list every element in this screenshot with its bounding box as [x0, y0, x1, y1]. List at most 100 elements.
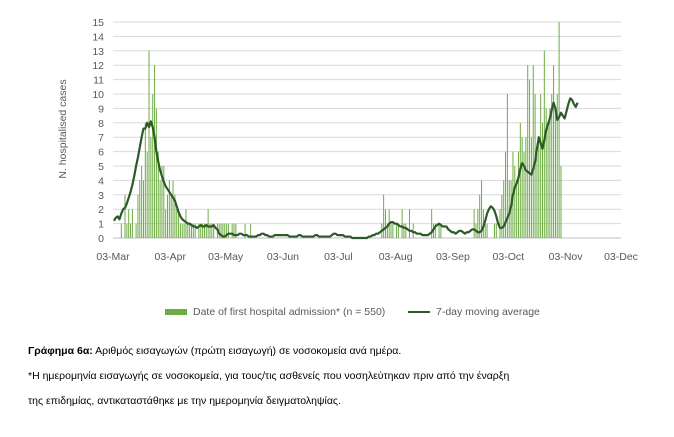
bar	[157, 151, 159, 238]
bar	[131, 209, 133, 238]
bar	[538, 137, 540, 238]
bar	[551, 94, 553, 238]
x-tick-label: 03-Apr	[155, 251, 187, 263]
bar	[155, 108, 157, 239]
bar	[386, 223, 388, 238]
figure-caption: Γράφημα 6α: Αριθμός εισαγωγών (πρώτη εισ…	[28, 344, 658, 358]
y-tick-label: 3	[98, 190, 104, 202]
bar	[226, 223, 228, 238]
bar	[392, 223, 394, 238]
bar	[486, 223, 488, 238]
bar	[250, 223, 252, 238]
bar	[501, 194, 503, 238]
bar	[200, 223, 202, 238]
bar	[189, 223, 191, 238]
bar	[146, 151, 148, 238]
y-tick-label: 6	[98, 147, 104, 159]
bar	[213, 223, 215, 238]
y-tick-label: 15	[92, 17, 104, 29]
bar	[431, 209, 433, 238]
footnote-line-1: *Η ημερομηνία εισαγωγής σε νοσοκομεία, γ…	[28, 370, 510, 382]
bar	[168, 180, 170, 238]
y-tick-label: 8	[98, 118, 104, 130]
bar	[141, 166, 143, 238]
x-tick-label: 03-Sep	[436, 251, 470, 263]
legend-item-moving-average: 7-day moving average	[408, 306, 540, 318]
bar	[506, 94, 508, 238]
bar	[438, 223, 440, 238]
bar	[495, 223, 497, 238]
bar	[516, 180, 518, 238]
x-tick-label: 03-Oct	[493, 251, 525, 263]
bar	[558, 22, 560, 238]
x-axis-ticks: 03-Mar 03-Apr 03-May 03-Jun 03-Jul 03-Aug 03-S…	[96, 251, 638, 263]
bar	[178, 209, 180, 238]
bar	[165, 209, 167, 238]
bar	[176, 209, 178, 238]
y-tick-label: 9	[98, 103, 104, 115]
bar	[384, 209, 386, 238]
bar	[408, 209, 410, 238]
caption-title: Αριθμός εισαγωγών (πρώτη εισαγωγή) σε νο…	[92, 345, 402, 357]
bar	[222, 223, 224, 238]
bar	[545, 108, 547, 239]
y-tick-label: 2	[98, 204, 104, 216]
gridlines	[113, 21, 621, 239]
bar	[224, 223, 226, 238]
bar	[235, 223, 237, 238]
y-tick-label: 11	[93, 75, 104, 87]
bar	[233, 223, 235, 238]
bar	[203, 223, 205, 238]
bar	[493, 223, 495, 238]
bar	[185, 209, 187, 238]
bar	[194, 223, 196, 238]
legend-item-admissions: Date of first hospital admission* (n = 5…	[165, 306, 385, 318]
bar	[135, 223, 137, 238]
bar	[163, 166, 165, 238]
y-tick-label: 10	[92, 89, 104, 101]
bar	[517, 151, 519, 238]
daily-admission-bars	[120, 22, 562, 239]
bar	[412, 223, 414, 238]
bar	[161, 166, 163, 238]
bar	[202, 223, 204, 238]
bar	[383, 194, 385, 238]
legend-swatch-line	[408, 311, 430, 313]
bar	[523, 151, 525, 238]
bar	[126, 223, 128, 238]
bar	[536, 151, 538, 238]
x-tick-label: 03-Mar	[96, 251, 130, 263]
bar	[519, 122, 521, 238]
x-tick-label: 03-Jun	[267, 251, 299, 263]
bar	[553, 65, 555, 238]
bar	[124, 194, 126, 238]
bar	[144, 122, 146, 238]
bar	[174, 194, 176, 238]
bar	[120, 223, 122, 238]
moving-average-line	[112, 97, 579, 240]
x-tick-label: 03-Jul	[324, 251, 353, 263]
caption-title-bold: Γράφημα 6α:	[28, 345, 93, 357]
bar	[527, 65, 529, 238]
bar	[554, 108, 556, 239]
bar	[191, 223, 193, 238]
y-tick-label: 7	[98, 132, 104, 144]
bar	[152, 94, 154, 238]
legend-label-moving-average: 7-day moving average	[436, 306, 540, 318]
bar	[403, 223, 405, 238]
y-tick-label: 4	[98, 175, 104, 187]
y-tick-label: 13	[92, 46, 104, 58]
y-tick-label: 14	[92, 31, 104, 43]
bar	[148, 50, 150, 238]
bar	[556, 94, 558, 238]
bar	[390, 223, 392, 238]
bar	[547, 122, 549, 238]
bar	[477, 209, 479, 238]
bar	[139, 180, 141, 238]
bar	[183, 223, 185, 238]
bar	[529, 79, 531, 238]
bar	[207, 209, 209, 238]
bar	[181, 223, 183, 238]
bar	[128, 209, 130, 238]
